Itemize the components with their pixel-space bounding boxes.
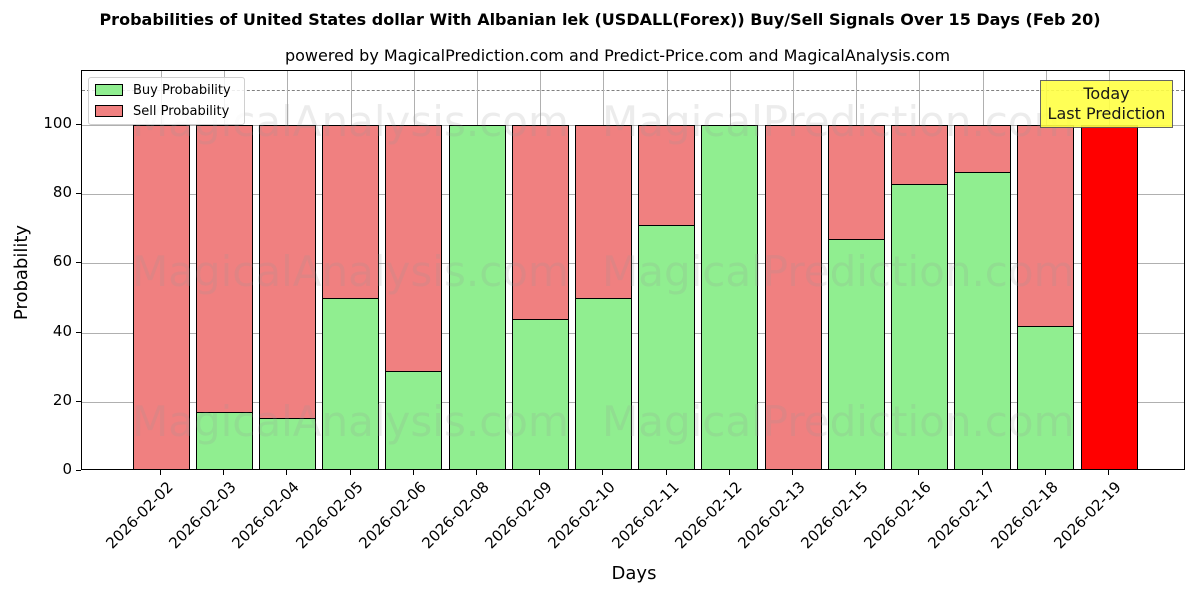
bar-2026-02-12 — [701, 71, 759, 469]
x-tick-mark — [349, 470, 351, 475]
x-tick-mark — [981, 470, 983, 475]
y-tick-label: 40 — [52, 321, 72, 340]
x-tick-mark — [665, 470, 667, 475]
x-tick-mark — [223, 470, 225, 475]
buy-swatch-icon — [95, 84, 123, 96]
y-tick-mark — [76, 193, 81, 195]
sell-segment — [890, 125, 948, 185]
bar-2026-02-15 — [827, 71, 885, 469]
buy-segment — [701, 125, 759, 469]
x-tick-mark — [602, 470, 604, 475]
buy-segment — [385, 370, 443, 469]
x-tick-mark — [1108, 470, 1109, 475]
bar-2026-02-13 — [764, 71, 822, 469]
bar-2026-02-19 — [1080, 71, 1138, 469]
x-axis-title: Days — [611, 563, 657, 584]
plot-area: MagicalAnalysis.com MagicalPrediction.com… — [81, 70, 1185, 470]
sell-segment — [574, 125, 632, 299]
bar-2026-02-05 — [322, 71, 380, 469]
legend: Buy Probability Sell Probability — [88, 77, 245, 125]
sell-segment — [385, 125, 443, 372]
y-tick-label: 0 — [62, 460, 72, 478]
legend-item-sell: Sell Probability — [95, 101, 229, 121]
x-tick-mark — [160, 470, 161, 475]
bar-2026-02-10 — [574, 71, 632, 469]
buy-segment — [954, 172, 1012, 469]
x-tick-mark — [1044, 470, 1046, 475]
x-tick-mark — [855, 470, 857, 475]
buy-segment — [1017, 325, 1075, 469]
bar-2026-02-06 — [385, 71, 443, 469]
bar-2026-02-04 — [258, 71, 316, 469]
grid-line-h — [82, 194, 1184, 196]
sell-segment — [132, 125, 190, 469]
buy-segment — [890, 183, 948, 469]
y-tick-label: 100 — [43, 114, 72, 132]
today-annotation: Today Last Prediction — [1040, 80, 1173, 128]
bar-2026-02-03 — [195, 71, 253, 469]
chart-title: Probabilities of United States dollar Wi… — [99, 10, 1101, 29]
grid-line-h — [82, 125, 1184, 126]
today-segment — [1080, 125, 1138, 469]
bar-2026-02-09 — [511, 71, 569, 469]
x-tick-mark — [476, 470, 477, 475]
buy-segment — [448, 125, 506, 469]
y-tick-mark — [76, 400, 81, 402]
buy-segment — [511, 318, 569, 469]
legend-item-buy: Buy Probability — [95, 80, 231, 100]
x-tick-mark — [412, 470, 414, 475]
sell-segment — [195, 125, 253, 414]
y-tick-mark — [76, 470, 81, 471]
y-tick-label: 20 — [52, 390, 72, 409]
sell-segment — [1017, 125, 1075, 327]
buy-segment — [195, 412, 253, 469]
bar-2026-02-08 — [448, 71, 506, 469]
x-tick-mark — [286, 470, 288, 475]
reference-line — [82, 90, 1184, 91]
x-tick-mark — [539, 470, 541, 475]
bar-2026-02-02 — [132, 71, 190, 469]
y-tick-mark — [76, 331, 81, 333]
bar-2026-02-17 — [954, 71, 1012, 469]
grid-line-h — [82, 263, 1184, 265]
bar-2026-02-11 — [638, 71, 696, 469]
grid-line-h — [82, 332, 1184, 334]
buy-segment — [827, 239, 885, 469]
bar-2026-02-18 — [1017, 71, 1075, 469]
sell-segment — [827, 125, 885, 241]
sell-segment — [322, 125, 380, 299]
y-tick-label: 60 — [52, 252, 72, 271]
buy-segment — [258, 418, 316, 469]
sell-segment — [258, 125, 316, 420]
sell-segment — [638, 125, 696, 227]
sell-segment — [511, 125, 569, 320]
buy-segment — [574, 298, 632, 469]
legend-sell-label: Sell Probability — [133, 103, 230, 119]
y-tick-mark — [76, 124, 81, 125]
grid-line-h — [82, 401, 1184, 403]
bar-2026-02-16 — [890, 71, 948, 469]
x-tick-mark — [918, 470, 920, 475]
sell-segment — [954, 125, 1012, 174]
buy-segment — [638, 225, 696, 469]
chart-subtitle: powered by MagicalPrediction.com and Pre… — [284, 46, 951, 65]
y-axis-title: Probability — [11, 224, 33, 321]
x-tick-mark — [792, 470, 793, 475]
x-tick-mark — [728, 470, 730, 475]
annotation-line-1: Today — [1083, 84, 1130, 103]
annotation-line-2: Last Prediction — [1047, 104, 1166, 123]
y-tick-label: 80 — [52, 183, 72, 202]
y-tick-mark — [76, 262, 81, 264]
legend-buy-label: Buy Probability — [133, 82, 231, 98]
buy-segment — [322, 298, 380, 469]
sell-segment — [764, 125, 822, 469]
sell-swatch-icon — [95, 105, 123, 117]
